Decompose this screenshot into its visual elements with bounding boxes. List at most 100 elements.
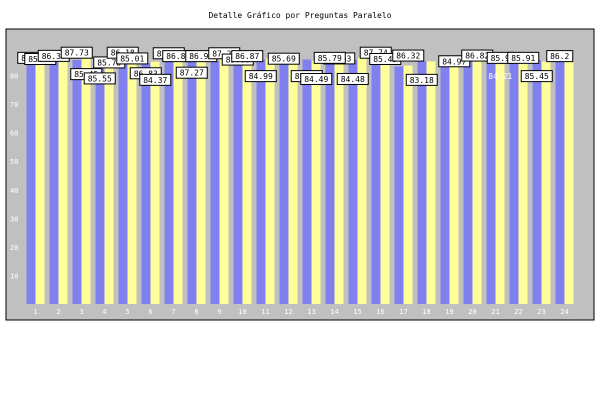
data-label-text: 85.91 (511, 54, 535, 63)
data-label-text: 84.21 (488, 72, 512, 81)
bar-20-s2 (473, 61, 482, 305)
data-label-box (392, 49, 425, 62)
bar-16-s2 (381, 58, 390, 304)
bar-6-s2 (151, 61, 160, 305)
data-label-text: 86.83 (134, 69, 158, 78)
data-label: 86.2 (546, 50, 574, 63)
bars-group (26, 54, 574, 305)
bar-12-s2 (289, 62, 298, 304)
data-label-box (83, 72, 116, 85)
y-tick-label: 70 (10, 101, 18, 109)
bar-18-s1 (417, 61, 426, 304)
data-label-box (546, 50, 574, 63)
data-label: 85.91 (507, 51, 540, 64)
data-label-box (507, 51, 540, 64)
bar-2-s1 (49, 57, 58, 305)
bar-5-s1 (118, 61, 127, 304)
data-label-text: 85.69 (272, 55, 296, 64)
data-label-text: 86.37 (42, 52, 66, 61)
data-label-text: 85.9 (491, 54, 510, 63)
bar-11-s1 (256, 59, 265, 304)
data-label-text: 87.27 (180, 69, 204, 78)
x-tick-label: 21 (491, 308, 499, 316)
x-tick-label: 23 (537, 308, 545, 316)
y-tick-label: 40 (10, 187, 18, 195)
data-label-text: 86.2 (550, 52, 569, 61)
bar-9-s2 (220, 56, 229, 304)
data-label: 84.99 (244, 70, 277, 83)
data-label-box (520, 70, 553, 83)
x-tick-label: 8 (194, 308, 198, 316)
data-label: 86.32 (392, 49, 425, 62)
y-axis-ticks: 10 20 30 40 50 60 70 80 (10, 73, 18, 281)
data-label-text: 85.79 (318, 54, 342, 63)
x-tick-label: 14 (330, 308, 338, 316)
data-label-box (175, 66, 208, 79)
data-label: 87.27 (175, 66, 208, 79)
bar-22-s2 (519, 62, 528, 304)
data-label-box (313, 51, 346, 64)
data-label-box (116, 52, 149, 65)
x-tick-label: 11 (261, 308, 269, 316)
x-tick-label: 10 (238, 308, 246, 316)
bar-9-s1 (210, 61, 219, 304)
bar-8-s1 (187, 55, 196, 304)
data-label-text: 85.01 (120, 54, 144, 63)
bar-21-s1 (486, 63, 495, 305)
data-label-text: 84.37 (143, 76, 167, 85)
bar-16-s1 (371, 57, 380, 304)
bar-19-s2 (450, 60, 459, 304)
data-label: 85.55 (83, 72, 116, 85)
data-label: 85.79 (313, 51, 346, 64)
bar-17-s2 (404, 65, 413, 304)
bar-8-s2 (197, 54, 206, 304)
data-label: 86.87 (231, 50, 264, 63)
data-label-text: 85.75 (97, 58, 121, 67)
bar-14-s2 (335, 56, 344, 304)
data-label-box (336, 72, 369, 85)
x-tick-label: 19 (445, 308, 453, 316)
x-tick-label: 9 (217, 308, 221, 316)
x-tick-label: 16 (376, 308, 384, 316)
x-tick-label: 18 (422, 308, 430, 316)
data-label-text: 86.82 (465, 52, 489, 61)
bar-18-s2 (427, 61, 436, 304)
bar-23-s1 (532, 59, 541, 304)
bar-3-s2 (82, 55, 91, 304)
bar-23-s2 (542, 61, 551, 305)
data-label-text: 87.73 (65, 49, 89, 58)
bar-13-s1 (302, 59, 311, 305)
bar-1-s2 (36, 60, 45, 304)
bar-13-s2 (312, 60, 321, 304)
data-label-box (60, 46, 93, 59)
data-label-box (244, 70, 277, 83)
bar-7-s2 (174, 55, 183, 305)
bar-6-s1 (141, 63, 150, 304)
data-label-box (405, 73, 438, 86)
data-label-text: 84.48 (341, 75, 365, 84)
data-label-text: 84.99 (249, 72, 273, 81)
bar-15-s2 (358, 57, 367, 305)
bar-11-s2 (266, 58, 275, 304)
bar-20-s1 (463, 58, 472, 304)
bar-10-s2 (243, 61, 252, 304)
x-tick-label: 2 (56, 308, 60, 316)
x-tick-label: 13 (307, 308, 315, 316)
x-tick-label: 4 (102, 308, 106, 316)
bar-14-s1 (325, 62, 334, 304)
data-label: 84.48 (336, 72, 369, 85)
x-tick-label: 17 (399, 308, 407, 316)
data-label: 87.73 (60, 46, 93, 59)
bar-4-s2 (105, 63, 114, 304)
y-tick-label: 50 (10, 158, 18, 166)
x-tick-label: 24 (560, 308, 568, 316)
y-tick-label: 60 (10, 130, 18, 138)
data-label-box (300, 72, 333, 85)
x-tick-label: 22 (514, 308, 522, 316)
x-tick-label: 20 (468, 308, 476, 316)
data-label-box (231, 50, 264, 63)
data-label-box (139, 73, 172, 86)
bar-17-s1 (394, 66, 403, 305)
x-axis-ticks: 1 2 3 4 5 6 7 8 9 10 11 12 13 14 15 16 17 18 19 20 21 22 23 24 (33, 308, 568, 316)
